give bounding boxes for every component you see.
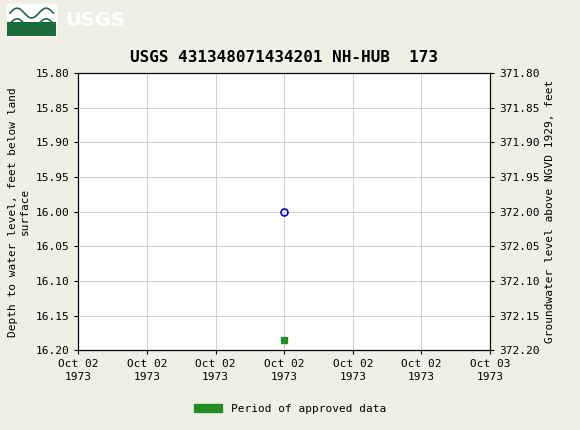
Text: USGS: USGS	[65, 11, 125, 30]
Y-axis label: Groundwater level above NGVD 1929, feet: Groundwater level above NGVD 1929, feet	[545, 80, 555, 344]
Bar	[7, 4, 56, 37]
Bar	[7, 22, 56, 37]
Y-axis label: Depth to water level, feet below land
surface: Depth to water level, feet below land su…	[8, 87, 30, 337]
Legend: Period of approved data: Period of approved data	[190, 399, 390, 418]
Title: USGS 431348071434201 NH-HUB  173: USGS 431348071434201 NH-HUB 173	[130, 50, 438, 65]
